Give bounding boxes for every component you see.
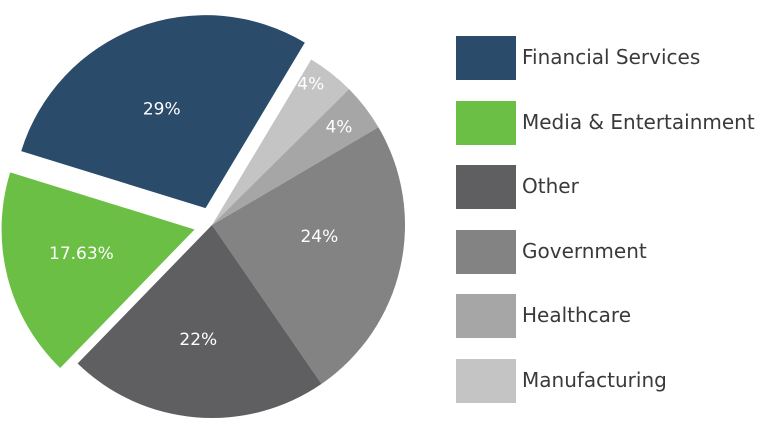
pie-label-other: 22% (179, 330, 217, 350)
legend-swatch-financial-services (456, 36, 516, 80)
legend-label-healthcare: Healthcare (522, 303, 632, 327)
pie-slice-healthcare (212, 89, 379, 225)
legend-item-financial-services: Financial Services (456, 36, 768, 80)
legend-item-manufacturing: Manufacturing (456, 358, 768, 403)
pie-slice-financial-services (21, 15, 305, 209)
legend-swatch-manufacturing (456, 358, 516, 403)
legend-swatch-media-entertainment (456, 100, 516, 145)
pie-label-government: 24% (300, 227, 338, 247)
legend-item-healthcare: Healthcare (456, 294, 768, 338)
legend-label-other: Other (522, 174, 579, 198)
pie-slice-other (77, 225, 322, 419)
legend-label-government: Government (522, 238, 647, 263)
pie-slice-government (212, 127, 405, 384)
pie-label-financial-services: 29% (143, 99, 181, 119)
legend-swatch-other (456, 165, 516, 209)
chart-legend: Financial Services Media & Entertainment… (456, 36, 768, 423)
legend-label-financial-services: Financial Services (522, 45, 701, 69)
legend-item-other: Other (456, 165, 768, 209)
pie-label-media-entertainment: 17.63% (49, 244, 114, 264)
legend-item-government: Government (456, 229, 768, 274)
pie-chart: 29% 4% 4% 24% 22% 17.63% (1, 15, 405, 419)
pie-label-manufacturing: 4% (297, 74, 324, 94)
pie-slice-media-entertainment (1, 172, 195, 368)
pie-label-healthcare: 4% (325, 117, 352, 137)
legend-item-media-entertainment: Media & Entertainment (456, 100, 768, 145)
pie-slice-manufacturing (212, 59, 350, 226)
legend-swatch-healthcare (456, 294, 516, 338)
legend-label-media-entertainment: Media & Entertainment (522, 109, 755, 134)
legend-label-manufacturing: Manufacturing (522, 367, 667, 392)
legend-swatch-government (456, 229, 516, 274)
